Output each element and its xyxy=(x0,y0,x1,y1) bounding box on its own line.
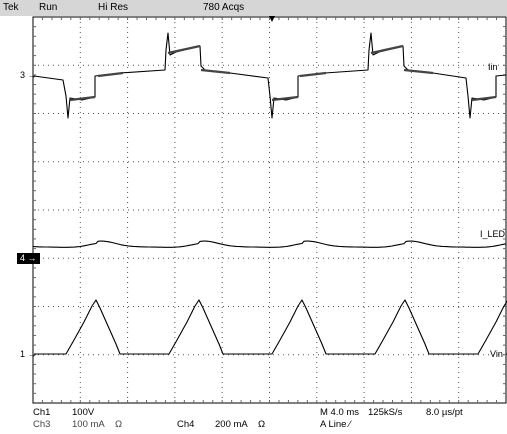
iin-noise-segment xyxy=(403,68,434,75)
iled-label: I_LED xyxy=(480,229,506,239)
brand-label: Tek xyxy=(3,2,19,13)
iin-noise-segment xyxy=(370,44,404,55)
ch3-marker[interactable]: 3 → xyxy=(20,70,37,80)
timebase: M 4.0 ms xyxy=(320,407,360,418)
iled-trace xyxy=(33,240,507,248)
acquisition-mode: Hi Res xyxy=(98,2,129,13)
iin-noise-segment xyxy=(167,44,201,55)
ch4-scale: 200 mA xyxy=(215,419,248,430)
ch4-name: Ch4 xyxy=(177,419,195,430)
iin-noise-segment xyxy=(97,71,124,78)
ch3-name: Ch3 xyxy=(33,419,51,430)
iin-noise-segment xyxy=(271,95,299,102)
ch3-impedance-icon: Ω xyxy=(115,419,123,430)
ch4-marker[interactable]: 4 → xyxy=(17,253,40,264)
iin-noise-segment xyxy=(200,68,231,75)
iin-noise-segment xyxy=(471,95,497,102)
iin-trace xyxy=(33,32,507,119)
vin-label: Vin xyxy=(490,349,503,359)
iin-noise-segment xyxy=(299,71,327,78)
acquisition-count: 780 Acqs xyxy=(203,2,245,13)
ch4-impedance-icon: Ω xyxy=(258,419,266,430)
status-bar: Tek Run Hi Res 780 Acqs xyxy=(0,0,507,16)
ch3-scale: 100 mA xyxy=(72,419,105,430)
graticule-ticks xyxy=(33,17,506,403)
iin-switching-noise xyxy=(69,44,497,102)
sample-rate: 125kS/s xyxy=(368,407,403,418)
run-state[interactable]: Run xyxy=(39,2,58,13)
ch1-scale: 100V xyxy=(72,407,95,418)
ch1-marker[interactable]: 1 → xyxy=(20,349,37,359)
iin-noise-segment xyxy=(69,95,96,102)
time-resolution: 8.0 µs/pt xyxy=(426,407,463,418)
trigger-setting: A Line ∕ xyxy=(320,419,351,430)
ch1-name: Ch1 xyxy=(33,407,51,418)
vin-trace xyxy=(34,299,507,355)
iin-label: Iin xyxy=(488,62,498,72)
